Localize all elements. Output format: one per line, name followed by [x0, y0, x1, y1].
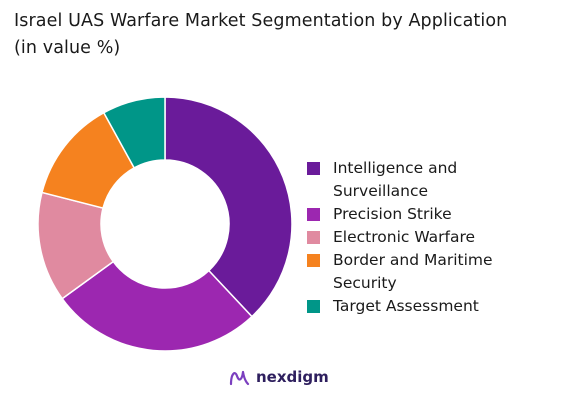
legend-label: Precision Strike [333, 205, 452, 223]
legend-item-border-maritime-security: Border and Maritime Security [307, 249, 572, 295]
chart-title: Israel UAS Warfare Market Segmentation b… [14, 8, 569, 62]
legend-swatch [307, 254, 320, 267]
brand-name: nexdigm [256, 368, 329, 386]
legend-item-target-assessment: Target Assessment [307, 295, 572, 318]
legend-swatch [307, 300, 320, 313]
chart-title-line-1: Israel UAS Warfare Market Segmentation b… [14, 11, 508, 31]
legend-label: Target Assessment [333, 297, 479, 315]
legend-label: Border and Maritime Security [333, 251, 493, 292]
brand-logo: nexdigm [228, 366, 329, 388]
chart-title-line-2: (in value %) [14, 38, 121, 58]
legend-swatch [307, 231, 320, 244]
slice-precision-strike [61, 260, 253, 352]
slice-intelligence-surveillance [164, 96, 293, 318]
legend-swatch [307, 208, 320, 221]
legend-item-intelligence-surveillance: Intelligence and Surveillance [307, 157, 572, 203]
slice-target-assessment [102, 96, 166, 169]
chart-legend: Intelligence and Surveillance Precision … [307, 157, 572, 318]
legend-label: Electronic Warfare [333, 228, 476, 246]
legend-swatch [307, 162, 320, 175]
nexdigm-logo-icon [229, 370, 250, 386]
legend-item-electronic-warfare: Electronic Warfare [307, 226, 572, 249]
legend-label: Intelligence and Surveillance [333, 159, 458, 200]
legend-item-precision-strike: Precision Strike [307, 203, 572, 226]
